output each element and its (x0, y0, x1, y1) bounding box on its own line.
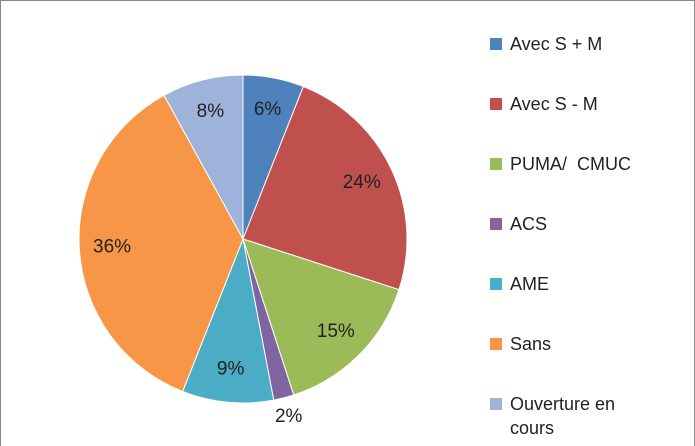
pie-slice (181, 237, 275, 404)
legend-label: Avec S - M (510, 94, 598, 114)
legend-item: Ouverture en cours (490, 392, 638, 440)
legend-swatch (490, 158, 502, 170)
legend-swatch (490, 218, 502, 230)
data-label: 2% (275, 406, 303, 427)
legend-item: PUMA/ CMUC (490, 152, 638, 176)
legend-swatch (490, 398, 502, 410)
legend-label: Ouverture en cours (510, 394, 621, 438)
pie-slice (242, 238, 400, 396)
pie-slice (163, 74, 244, 240)
legend-item: ACS (490, 212, 638, 236)
legend-item: AME (490, 272, 638, 296)
legend-label: Avec S + M (510, 34, 603, 54)
legend-swatch (490, 38, 502, 50)
data-label: 36% (93, 236, 131, 257)
legend-swatch (490, 278, 502, 290)
pie-slice (78, 94, 244, 393)
data-label: 24% (343, 172, 381, 193)
legend-label: ACS (510, 214, 548, 234)
data-label: 15% (317, 321, 355, 342)
legend-label: AME (510, 274, 550, 294)
legend-item: Avec S + M (490, 32, 638, 56)
legend-item: Avec S - M (490, 92, 638, 116)
legend-item: Sans (490, 332, 638, 356)
pie-slice (242, 85, 408, 291)
data-label: 8% (197, 101, 225, 122)
legend-label: PUMA/ CMUC (510, 154, 631, 174)
data-label: 9% (217, 359, 245, 380)
legend-swatch (490, 98, 502, 110)
legend-label: Sans (510, 334, 552, 354)
legend-swatch (490, 338, 502, 350)
data-label: 6% (254, 99, 282, 120)
